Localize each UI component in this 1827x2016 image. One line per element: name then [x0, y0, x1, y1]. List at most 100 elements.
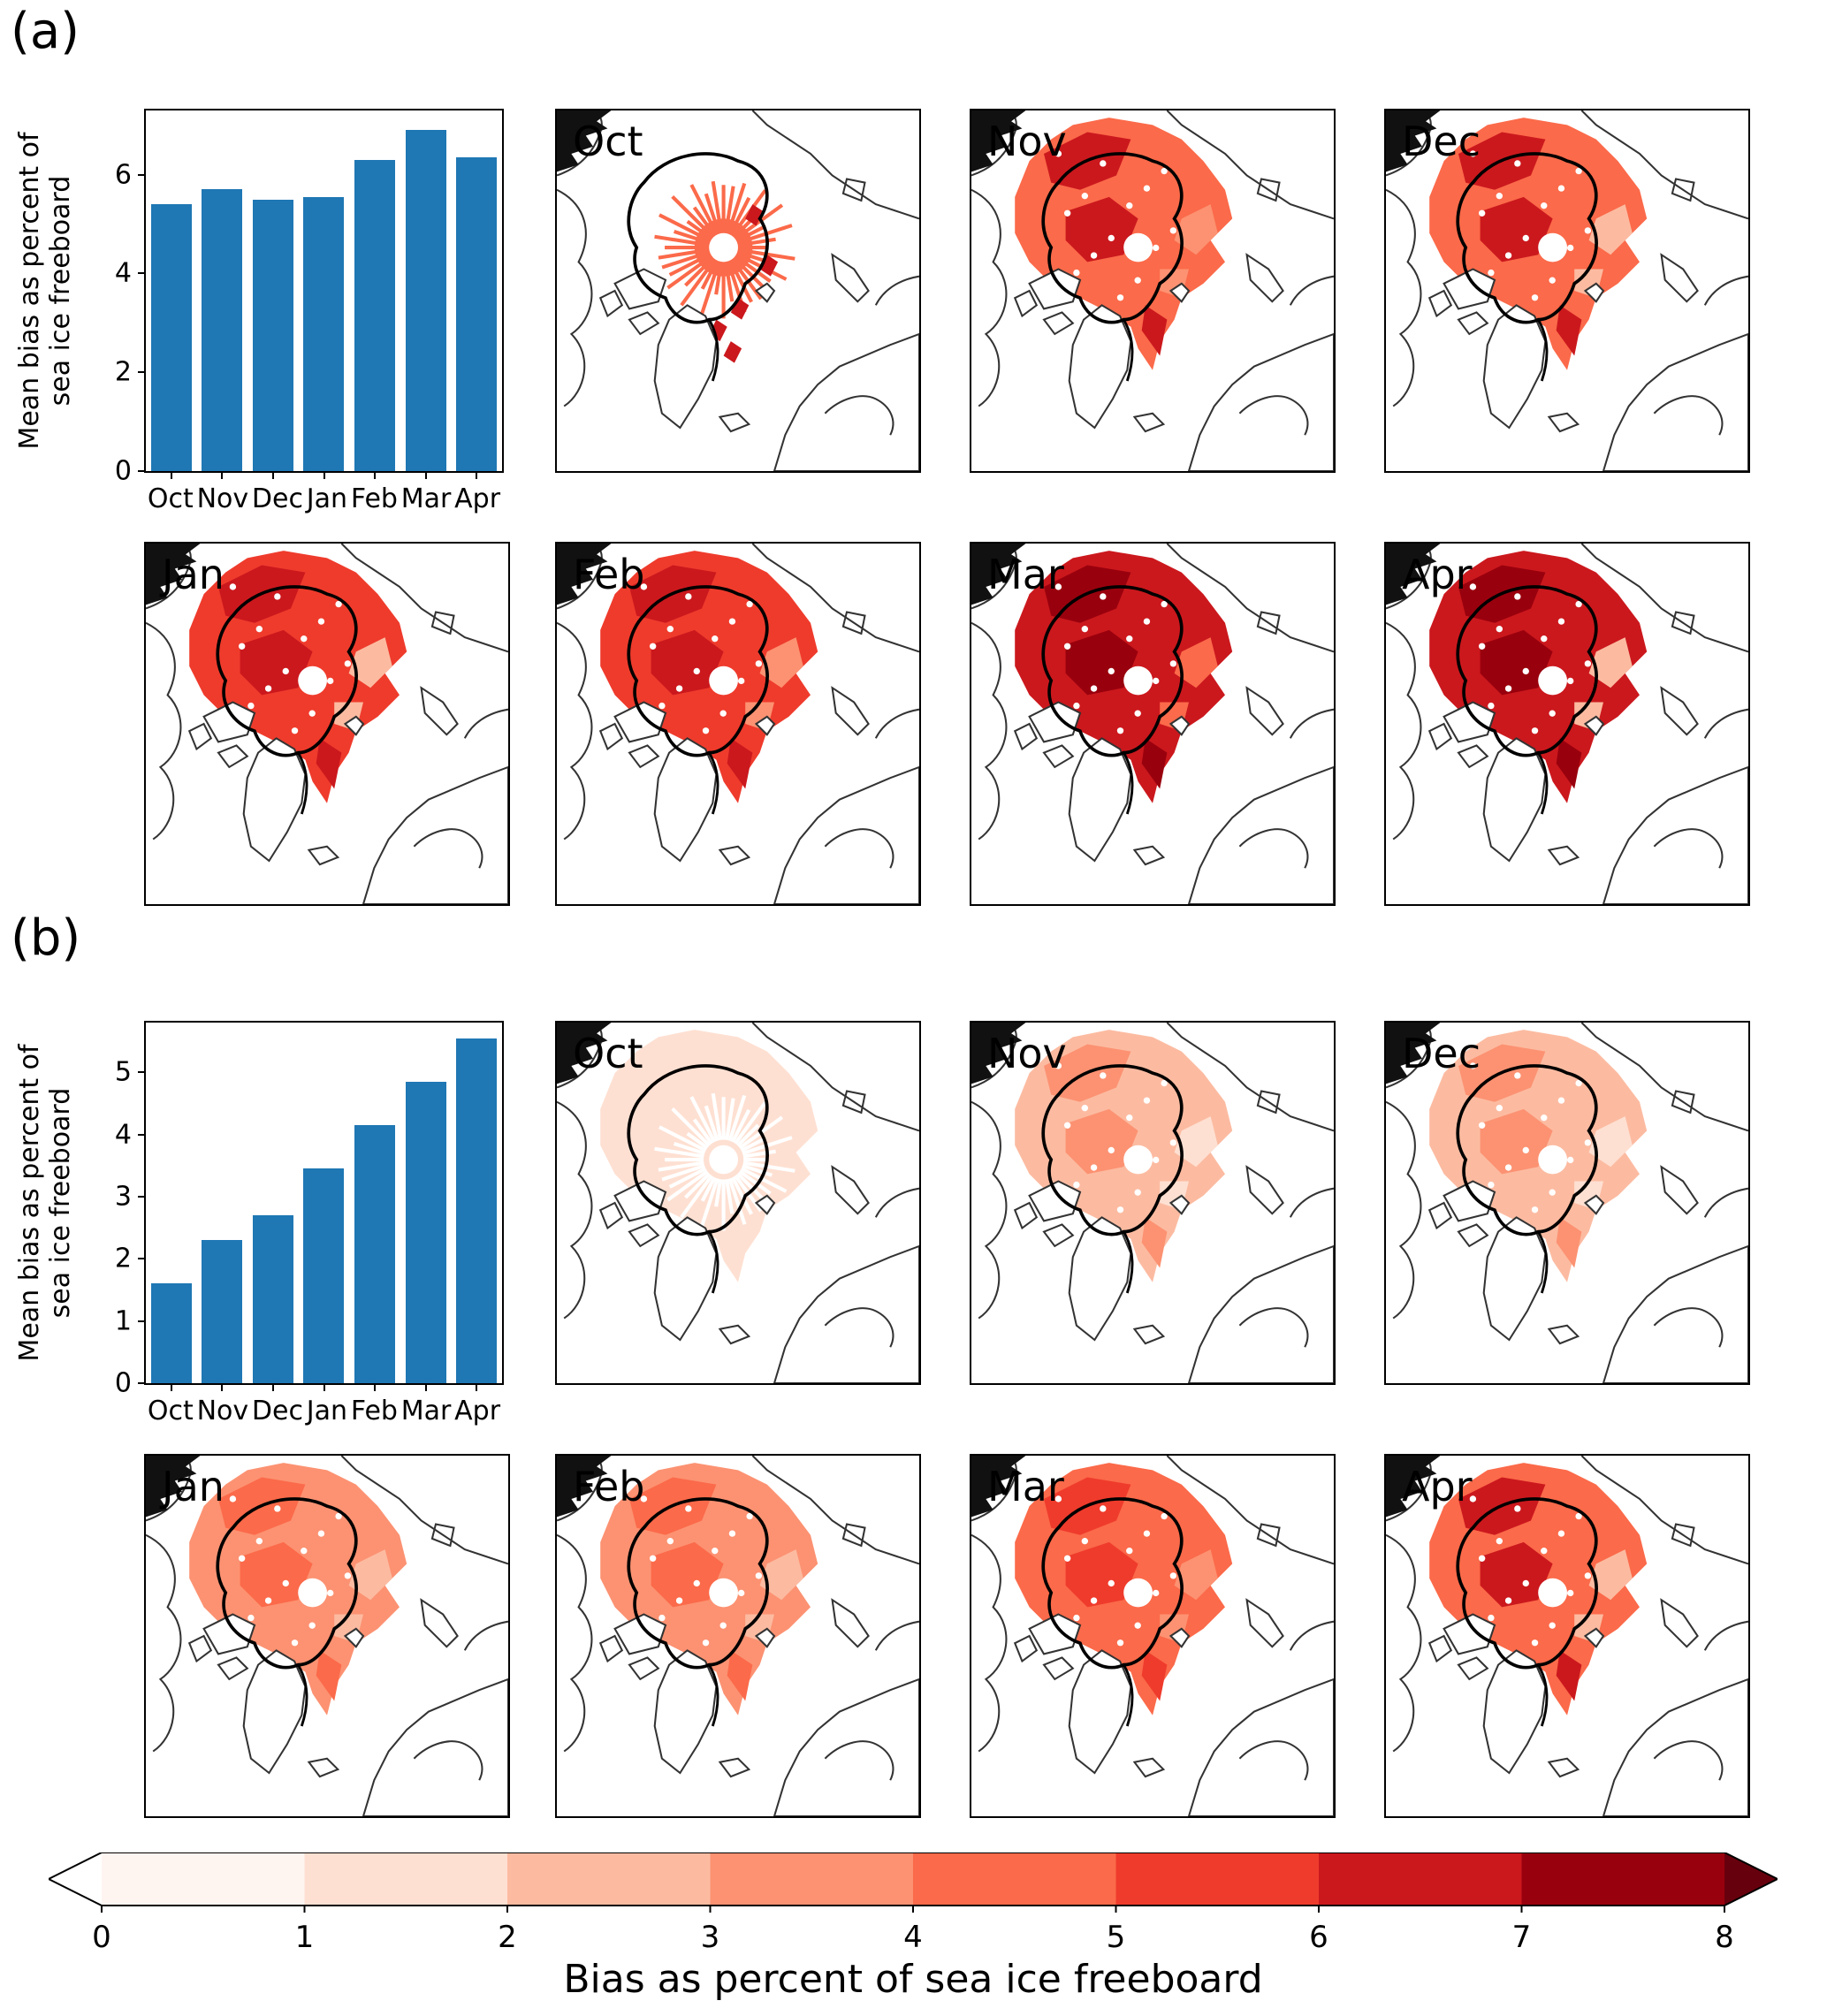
bar-jan: [303, 1168, 345, 1383]
bar-feb: [354, 159, 396, 471]
y-tick-label: 5: [114, 1056, 132, 1088]
x-tick-mark: [476, 1383, 478, 1391]
x-tick-mark: [271, 1383, 274, 1391]
colorbar-tick-label: 3: [700, 1920, 720, 1955]
colorbar-tick-label: 2: [498, 1920, 517, 1955]
x-tick-label: Mar: [400, 1396, 452, 1426]
y-tick-label: 6: [114, 159, 132, 191]
x-tick-mark: [424, 471, 427, 479]
y-tick-label: 1: [114, 1305, 132, 1337]
colorbar-tick-labels: 0 1 2 3 4 5 6 7 8: [49, 1920, 1778, 1955]
x-tick-label: Oct: [147, 483, 194, 514]
map-month-label: Apr: [1402, 551, 1473, 598]
bar-dec: [252, 199, 293, 471]
map-month-label: Apr: [1402, 1463, 1473, 1510]
y-tick-label: 3: [114, 1181, 132, 1213]
x-tick-label: Mar: [400, 483, 452, 514]
bar-nov: [202, 1240, 243, 1383]
map-drawing-mar: [971, 1456, 1334, 1816]
x-tick-mark: [374, 471, 377, 479]
y-tick-mark: [138, 1258, 146, 1260]
x-tick-labels-b: Oct Nov Dec Jan Feb Mar Apr: [146, 1396, 502, 1426]
y-tick-mark: [138, 1071, 146, 1074]
map-drawing-dec: [1386, 1023, 1748, 1383]
bar-chart-panel-a: Mean bias as percent of sea ice freeboar…: [14, 109, 504, 514]
map-month-label: Feb: [573, 1463, 645, 1510]
colorbar-tick-label: 6: [1309, 1920, 1328, 1955]
map-subplot-a-jan: Jan: [144, 542, 510, 906]
x-tick-mark: [221, 471, 224, 479]
map-drawing-nov: [971, 1023, 1334, 1383]
x-tick-label: Nov: [196, 1396, 249, 1426]
bar-mar: [405, 130, 446, 471]
y-tick-mark: [138, 173, 146, 176]
colorbar-tick-label: 5: [1106, 1920, 1126, 1955]
x-tick-label: Apr: [454, 1396, 501, 1426]
map-drawing-apr: [1386, 544, 1748, 904]
panel-a-label: (a): [11, 3, 80, 60]
x-tick-label: Jan: [306, 483, 348, 514]
bar-mar: [405, 1081, 446, 1383]
y-tick-mark: [138, 1382, 146, 1384]
map-subplot-b-mar: Mar: [970, 1454, 1336, 1818]
x-tick-mark: [424, 1383, 427, 1391]
map-subplot-b-oct: Oct: [555, 1021, 921, 1385]
y-axis-label-a: Mean bias as percent of sea ice freeboar…: [13, 132, 76, 450]
map-drawing-apr: [1386, 1456, 1748, 1816]
bar-chart-panel-b: Mean bias as percent of sea ice freeboar…: [14, 1021, 504, 1426]
map-drawing-mar: [971, 544, 1334, 904]
bar-dec: [252, 1215, 293, 1383]
map-month-label: Mar: [987, 1463, 1064, 1510]
map-month-label: Feb: [573, 551, 645, 598]
x-tick-label: Oct: [147, 1396, 194, 1426]
map-subplot-a-nov: Nov: [970, 109, 1336, 473]
colorbar: [49, 1852, 1778, 1913]
map-month-label: Mar: [987, 551, 1064, 598]
x-tick-label: Jan: [306, 1396, 348, 1426]
colorbar-tick-label: 7: [1511, 1920, 1532, 1955]
colorbar-tick-label: 1: [294, 1920, 315, 1955]
y-tick-mark: [138, 1320, 146, 1322]
map-subplot-b-nov: Nov: [970, 1021, 1336, 1385]
map-subplot-a-apr: Apr: [1384, 542, 1750, 906]
bar-apr: [456, 157, 498, 471]
bars-b: [146, 1023, 502, 1383]
map-drawing-oct: [557, 1023, 919, 1383]
map-subplot-b-feb: Feb: [555, 1454, 921, 1818]
y-tick-label: 0: [114, 455, 132, 487]
map-month-label: Jan: [162, 1463, 225, 1510]
map-subplot-a-oct: Oct: [555, 109, 921, 473]
map-drawing-dec: [1386, 110, 1748, 471]
bar-jan: [303, 196, 345, 471]
y-tick-label: 2: [114, 356, 132, 388]
bar-oct: [150, 204, 192, 471]
map-subplot-a-mar: Mar: [970, 542, 1336, 906]
bar-nov: [202, 189, 243, 471]
x-tick-mark: [374, 1383, 377, 1391]
panel-b-label: (b): [11, 909, 81, 967]
x-tick-labels-a: Oct Nov Dec Jan Feb Mar Apr: [146, 483, 502, 514]
colorbar-tick-label: 8: [1715, 1920, 1734, 1955]
bars-a: [146, 110, 502, 471]
map-drawing-nov: [971, 110, 1334, 471]
map-month-label: Oct: [573, 1030, 643, 1077]
x-tick-mark: [323, 471, 325, 479]
map-subplot-b-apr: Apr: [1384, 1454, 1750, 1818]
x-tick-label: Dec: [251, 1396, 303, 1426]
x-tick-mark: [221, 1383, 224, 1391]
colorbar-tick-label: 4: [903, 1920, 923, 1955]
y-tick-label: 4: [114, 257, 132, 289]
y-tick-label: 4: [114, 1119, 132, 1151]
x-tick-mark: [271, 471, 274, 479]
map-drawing-jan: [146, 1456, 508, 1816]
map-month-label: Nov: [987, 1030, 1067, 1077]
map-month-label: Nov: [987, 118, 1067, 165]
colorbar-label: Bias as percent of sea ice freeboard: [563, 1957, 1263, 2002]
y-tick-mark: [138, 470, 146, 472]
x-tick-label: Nov: [196, 483, 249, 514]
map-subplot-a-feb: Feb: [555, 542, 921, 906]
x-tick-label: Feb: [350, 483, 398, 514]
map-subplot-b-dec: Dec: [1384, 1021, 1750, 1385]
map-subplot-a-dec: Dec: [1384, 109, 1750, 473]
